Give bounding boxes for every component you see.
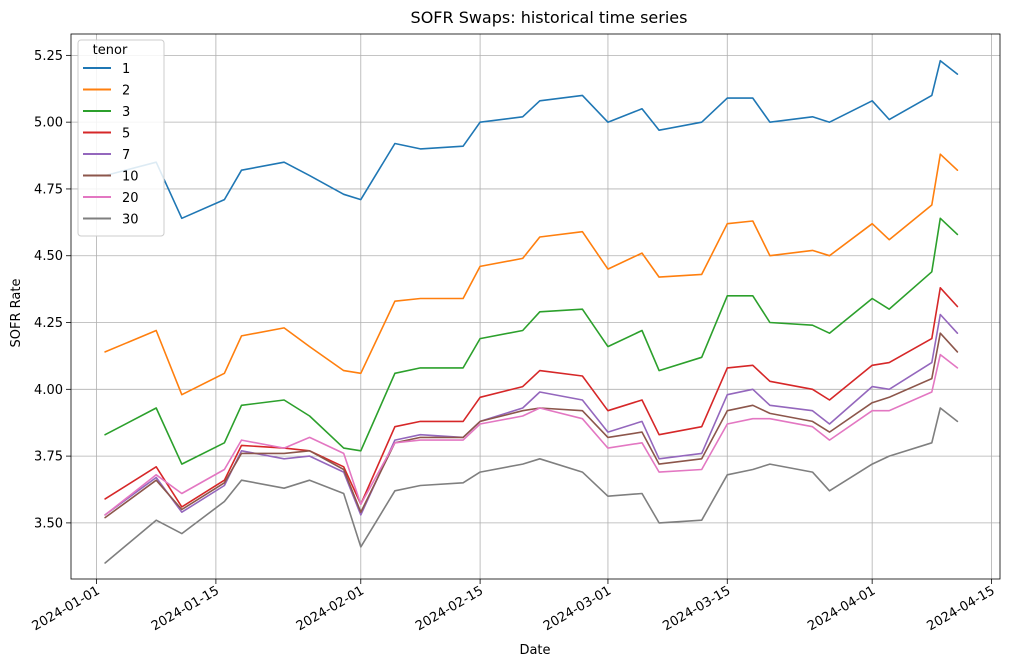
- legend-title: tenor: [93, 43, 128, 58]
- series-line-1: [104, 59, 959, 220]
- legend-label-30: 30: [122, 213, 139, 228]
- series-line-5: [104, 286, 959, 508]
- y-tick-label-5: 4.75: [34, 182, 63, 197]
- legend-label-20: 20: [122, 191, 139, 206]
- legend-label-10: 10: [122, 170, 139, 185]
- legend: tenor 1 2 3 5 7 10 20 30: [77, 39, 165, 237]
- series-line-2: [104, 153, 959, 396]
- series-line-10: [104, 332, 959, 519]
- grid-layer: [71, 34, 1000, 579]
- y-tick-label-3: 4.25: [34, 316, 63, 331]
- series-line-3: [104, 217, 959, 465]
- legend-label-3: 3: [122, 105, 130, 120]
- y-tick-label-7: 5.25: [34, 49, 63, 64]
- y-axis-label: SOFR Rate: [9, 279, 24, 348]
- legend-label-7: 7: [122, 148, 130, 163]
- y-tick-label-6: 5.00: [34, 116, 63, 131]
- chart-title: SOFR Swaps: historical time series: [411, 8, 688, 27]
- series-layer: [104, 59, 959, 564]
- legend-label-2: 2: [122, 84, 130, 99]
- series-line-30: [104, 407, 959, 564]
- plot-frame: [70, 33, 1001, 580]
- y-tick-label-4: 4.50: [34, 249, 63, 264]
- y-tick-label-0: 3.50: [34, 516, 63, 531]
- legend-box: [77, 39, 165, 237]
- legend-label-1: 1: [122, 62, 130, 77]
- legend-label-5: 5: [122, 127, 130, 142]
- series-line-20: [104, 353, 959, 516]
- y-tick-label-2: 4.00: [34, 383, 63, 398]
- x-axis-label: Date: [519, 643, 550, 658]
- y-tick-label-1: 3.75: [34, 450, 63, 465]
- series-line-7: [104, 313, 959, 516]
